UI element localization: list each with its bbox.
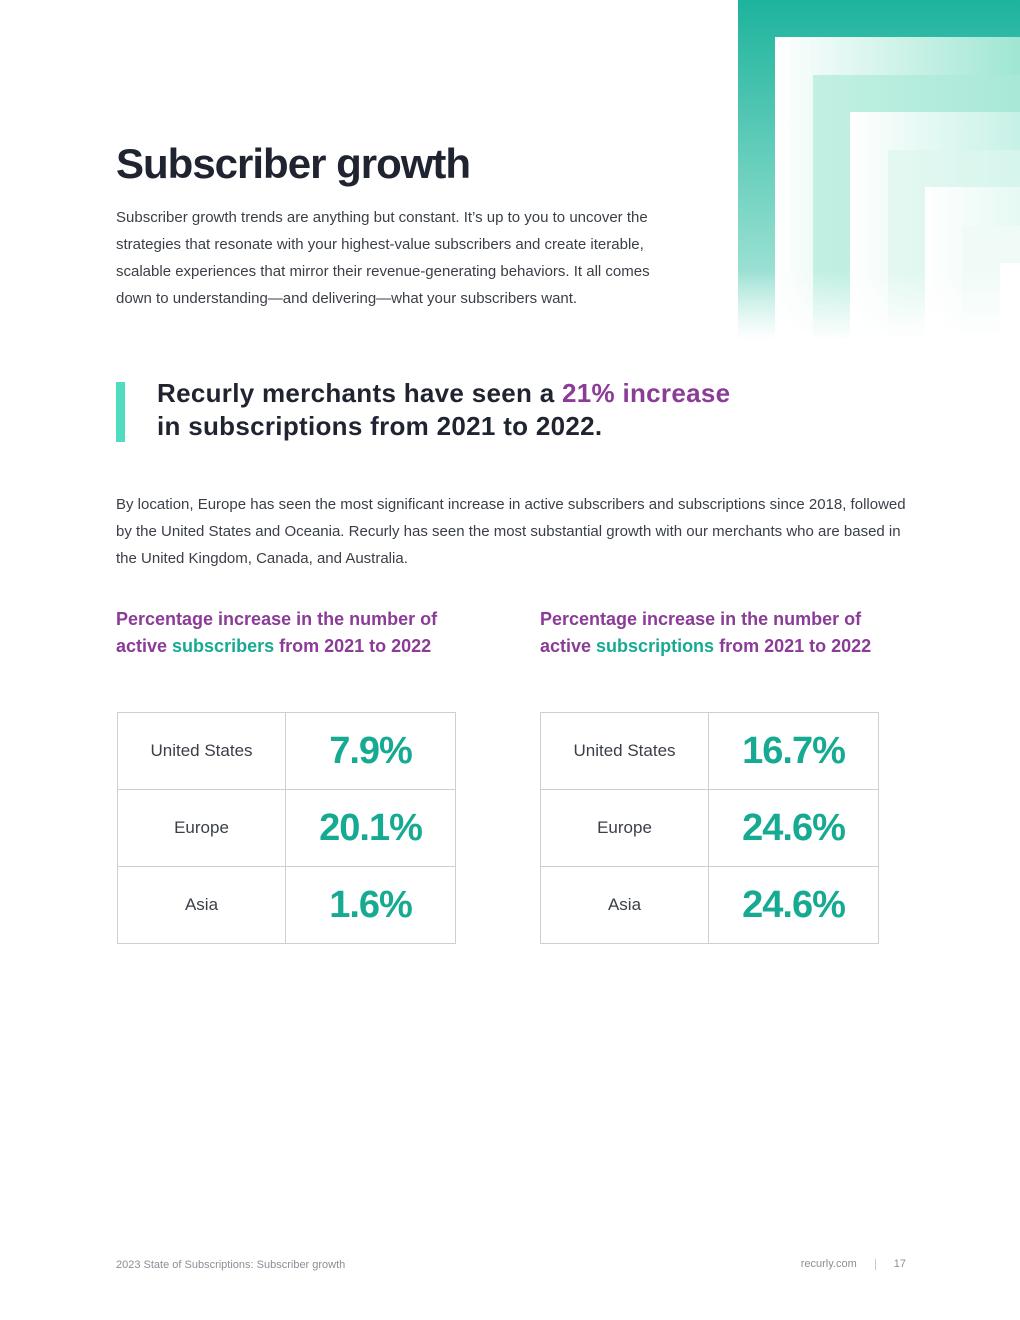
callout-text-end: in subscriptions from 2021 to 2022. <box>157 411 603 441</box>
value-cell: 24.6% <box>708 789 879 867</box>
region-cell: United States <box>540 712 709 790</box>
table-row: United States 16.7% <box>540 712 879 790</box>
callout-highlight: 21% increase <box>561 378 731 408</box>
subscriptions-heading-end: from 2021 to 2022 <box>714 636 872 656</box>
location-paragraph: By location, Europe has seen the most si… <box>116 496 906 567</box>
decorative-gradient-graphic <box>738 0 1020 340</box>
value-cell: 1.6% <box>285 866 456 944</box>
region-cell: Europe <box>117 789 286 867</box>
subscribers-heading-start: Percentage increase in the number of act… <box>116 609 438 656</box>
subscribers-heading-end: from 2021 to 2022 <box>274 636 432 656</box>
footer-document-title: 2023 State of Subscriptions: Subscriber … <box>116 1259 346 1271</box>
table-row: United States 7.9% <box>117 712 456 790</box>
region-cell: United States <box>117 712 286 790</box>
value-cell: 7.9% <box>285 712 456 790</box>
page-title: Subscriber growth <box>116 140 471 187</box>
footer-right: recurly.com 17 <box>801 1258 906 1270</box>
footer-site-link[interactable]: recurly.com <box>800 1258 857 1270</box>
value-cell: 16.7% <box>708 712 879 790</box>
intro-paragraph: Subscriber growth trends are anything bu… <box>116 209 650 307</box>
subscriptions-table-heading: Percentage increase in the number of act… <box>540 606 910 660</box>
page-number: 17 <box>893 1258 906 1270</box>
subscribers-table-heading: Percentage increase in the number of act… <box>116 606 476 660</box>
region-cell: Asia <box>117 866 286 944</box>
region-cell: Europe <box>540 789 709 867</box>
table-row: Europe 24.6% <box>540 789 879 867</box>
table-row: Asia 24.6% <box>540 866 879 944</box>
subscribers-table: United States 7.9% Europe 20.1% Asia 1.6… <box>117 712 456 944</box>
callout-quote: Recurly merchants have seen a 21% increa… <box>157 377 877 443</box>
value-cell: 24.6% <box>708 866 879 944</box>
callout-accent-bar <box>116 382 125 442</box>
subscribers-heading-keyword: subscribers <box>172 636 275 656</box>
subscriptions-table: United States 16.7% Europe 24.6% Asia 24… <box>540 712 879 944</box>
value-cell: 20.1% <box>285 789 456 867</box>
footer-divider <box>874 1258 876 1270</box>
subscriptions-heading-start: Percentage increase in the number of act… <box>540 609 862 656</box>
subscriptions-heading-keyword: subscriptions <box>596 636 715 656</box>
table-row: Asia 1.6% <box>117 866 456 944</box>
callout-text-start: Recurly merchants have seen a <box>157 378 562 408</box>
region-cell: Asia <box>540 866 709 944</box>
table-row: Europe 20.1% <box>117 789 456 867</box>
